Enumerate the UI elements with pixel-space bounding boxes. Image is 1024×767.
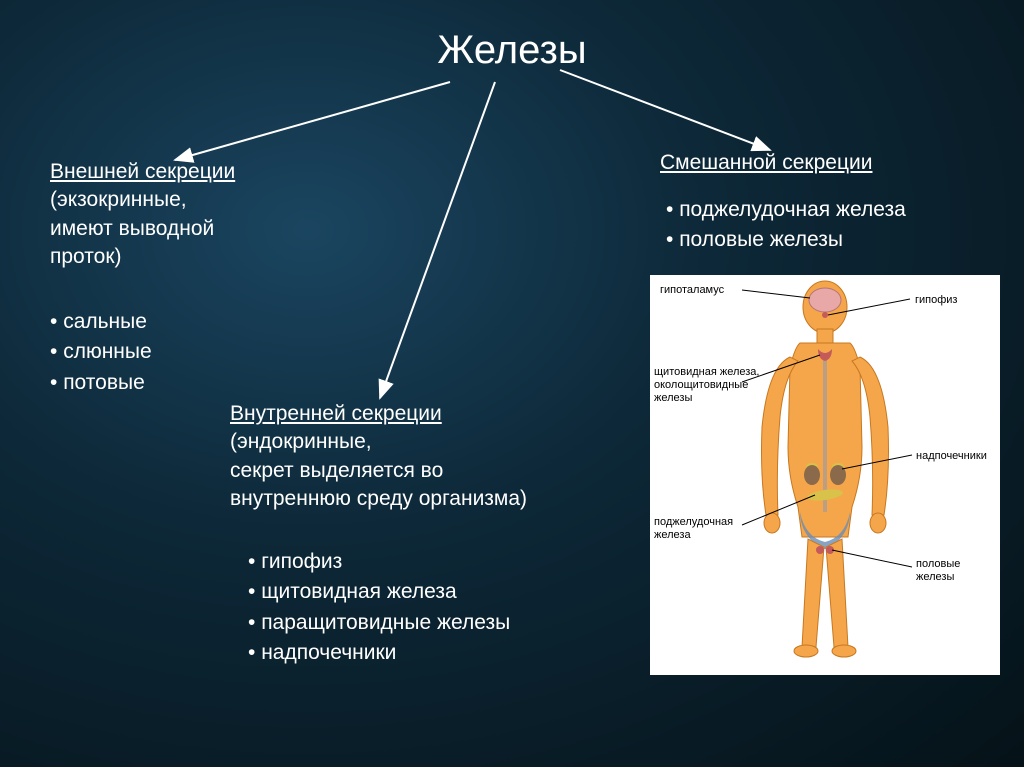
arrow-external	[175, 82, 450, 160]
internal-sub2: секрет выделяется во	[230, 457, 570, 485]
brain-icon	[809, 288, 841, 312]
list-item: слюнные	[50, 338, 152, 366]
internal-sub1: (эндокринные,	[230, 428, 570, 456]
mixed-secretion-block: Смешанной секреции	[660, 149, 872, 177]
body-diagram: гипоталамус гипофиз щитовидная железа, о…	[650, 275, 1000, 675]
list-item: сальные	[50, 308, 152, 336]
arrow-internal	[380, 82, 495, 398]
list-item: щитовидная железа	[248, 578, 510, 606]
label-adrenals: надпочечники	[916, 450, 987, 462]
list-item: надпочечники	[248, 639, 510, 667]
external-sub1: (экзокринные,	[50, 186, 320, 214]
mixed-heading: Смешанной секреции	[660, 149, 872, 177]
pituitary-icon	[822, 312, 828, 318]
human-body-svg: гипоталамус гипофиз щитовидная железа, о…	[650, 267, 1000, 667]
label-thyroid-3: железы	[654, 392, 692, 404]
list-item: паращитовидные железы	[248, 609, 510, 637]
internal-secretion-block: Внутренней секреции (эндокринные, секрет…	[230, 400, 570, 513]
external-items: сальные слюнные потовые	[50, 308, 152, 399]
external-sub3: проток)	[50, 243, 320, 271]
internal-heading: Внутренней секреции	[230, 400, 570, 428]
external-sub2: имеют выводной	[50, 215, 320, 243]
list-item: поджелудочная железа	[666, 196, 906, 224]
label-gonads-2: железы	[916, 571, 954, 583]
label-gonads-1: половые	[916, 558, 960, 570]
internal-items: гипофиз щитовидная железа паращитовидные…	[248, 548, 510, 669]
internal-sub3: внутреннюю среду организма)	[230, 485, 570, 513]
label-hypothalamus: гипоталамус	[660, 284, 725, 296]
external-secretion-block: Внешней секреции (экзокринные, имеют выв…	[50, 158, 320, 271]
label-pituitary: гипофиз	[915, 294, 957, 306]
list-item: половые железы	[666, 226, 906, 254]
page-title: Железы	[437, 28, 586, 73]
external-heading: Внешней секреции	[50, 158, 320, 186]
label-pancreas-1: поджелудочная	[654, 516, 733, 528]
mixed-items: поджелудочная железа половые железы	[666, 196, 906, 257]
list-item: гипофиз	[248, 548, 510, 576]
label-thyroid-1: щитовидная железа,	[654, 366, 759, 378]
arrow-mixed	[560, 70, 770, 150]
label-thyroid-2: околощитовидные	[654, 379, 748, 391]
human-silhouette	[762, 281, 889, 657]
list-item: потовые	[50, 369, 152, 397]
label-pancreas-2: железа	[654, 529, 691, 541]
